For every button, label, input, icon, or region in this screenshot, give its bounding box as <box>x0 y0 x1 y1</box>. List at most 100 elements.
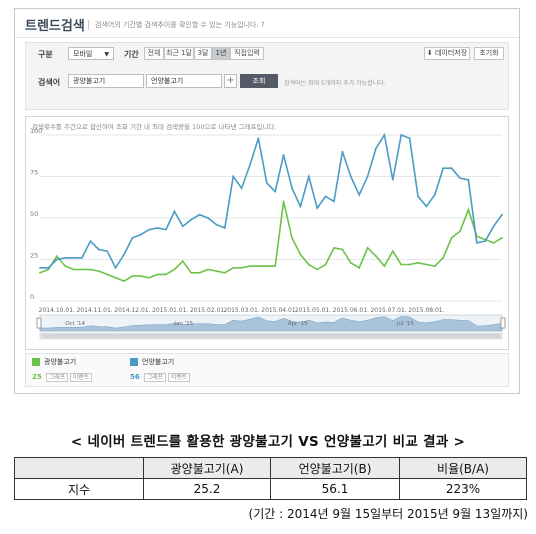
period-note: (기간 : 2014년 9월 15일부터 2015년 9월 13일까지) <box>248 507 528 521</box>
series-point-2 <box>375 147 377 150</box>
series-point-1 <box>265 265 268 268</box>
series-point-1 <box>501 237 503 239</box>
period-option-3month[interactable]: 3달 <box>194 47 212 60</box>
series-point-2 <box>324 195 327 198</box>
save-data-button[interactable]: ⬇ 데이터저장 <box>424 47 470 60</box>
series-point-1 <box>316 268 319 271</box>
series-point-2 <box>475 242 478 244</box>
series-point-2 <box>467 178 470 181</box>
x-tick-label: 2015.05.01. <box>295 307 331 314</box>
series-point-1 <box>240 266 243 269</box>
series-point-2 <box>47 266 50 269</box>
table-row-label: 지수 <box>14 478 144 500</box>
x-tick-label: 2014.10.01. <box>39 307 75 314</box>
title-bar: 트렌드검색 검색어의 기간별 검색추이를 확인할 수 있는 기능입니다. ? <box>15 9 519 38</box>
chart-note: 검색횟수를 주간으로 합산하여 조회 기간 내 최대 검색량을 100으로 나타… <box>32 123 277 131</box>
navigator-label: Jul '15 <box>396 321 414 327</box>
period-label: 기간 <box>124 50 139 59</box>
series-point-2 <box>358 193 361 196</box>
table-cell-b: 56.1 <box>270 478 400 500</box>
legend-name-1: 광양불고기 <box>44 358 77 366</box>
trend-search-panel: 트렌드검색 검색어의 기간별 검색추이를 확인할 수 있는 기능입니다. ? 구… <box>14 8 520 394</box>
series-point-1 <box>97 270 100 273</box>
series-line-1 <box>39 201 503 282</box>
series-point-1 <box>148 276 151 279</box>
series-point-2 <box>383 134 386 136</box>
download-icon: ⬇ <box>426 49 435 57</box>
series-point-1 <box>349 261 352 264</box>
series-point-1 <box>72 268 75 271</box>
add-keyword-button[interactable]: + <box>224 74 237 88</box>
series-point-2 <box>282 154 285 156</box>
search-button[interactable]: 조회 <box>240 74 278 88</box>
series-point-2 <box>114 266 117 269</box>
series-point-1 <box>383 265 386 268</box>
category-select[interactable]: 모바일 ▼ <box>68 47 114 60</box>
series-point-1 <box>257 265 260 268</box>
y-tick-label: 100 <box>30 127 42 135</box>
series-point-1 <box>232 266 235 269</box>
legend-graph-toggle-1[interactable]: 그래프 <box>46 373 68 382</box>
series-point-1 <box>408 263 411 266</box>
period-option-custom[interactable]: 직접입력 <box>230 47 264 60</box>
filter-panel: 구분 모바일 ▼ 기간 전체 최근 1달 3달 1년 직접입력 ⬇ 데이터저장 … <box>25 42 509 110</box>
table-cell-a: 25.2 <box>143 478 271 500</box>
series-point-2 <box>39 266 41 269</box>
series-point-1 <box>190 271 193 274</box>
keyword-input-2[interactable]: 언양불고기 <box>146 74 222 88</box>
series-point-2 <box>400 134 403 136</box>
series-point-2 <box>291 187 293 190</box>
series-point-2 <box>341 150 344 153</box>
trend-line-chart: 0 25 50 75 100 2014.10.01. 2014.11.01. 2014.12.… <box>30 127 506 340</box>
navigator-area <box>39 316 503 332</box>
table-row: 지수 25.2 56.1 223% <box>14 478 527 500</box>
legend-graph-toggle-2[interactable]: 그래프 <box>144 373 166 382</box>
comparison-table: 광양불고기(A) 언양불고기(B) 비율(B/A) 지수 25.2 56.1 2… <box>14 457 527 500</box>
series-point-1 <box>215 270 218 273</box>
series-point-2 <box>425 205 428 208</box>
save-data-label: 데이터저장 <box>434 49 468 57</box>
keyword-label: 검색어 <box>38 78 61 87</box>
legend-event-toggle-1[interactable]: 이벤트 <box>70 373 92 382</box>
legend-event-toggle-2[interactable]: 이벤트 <box>168 373 190 382</box>
category-select-value: 모바일 <box>73 50 93 58</box>
legend-value-2: 56 <box>130 373 140 381</box>
series-point-1 <box>459 230 461 233</box>
reset-button[interactable]: 초기화 <box>474 47 504 60</box>
series-point-2 <box>131 237 134 239</box>
series-point-1 <box>333 246 335 249</box>
series-point-1 <box>282 200 285 203</box>
series-point-2 <box>450 167 453 170</box>
series-point-1 <box>341 248 344 251</box>
table-header-row: 광양불고기(A) 언양불고기(B) 비율(B/A) <box>14 457 527 479</box>
period-option-all[interactable]: 전체 <box>144 47 164 60</box>
period-option-1year[interactable]: 1년 <box>212 47 230 60</box>
table-header-empty <box>14 457 144 479</box>
keyword-input-1[interactable]: 광양불고기 <box>68 74 144 88</box>
series-point-1 <box>139 275 142 277</box>
navigator-label: Jan '15 <box>173 321 193 327</box>
series-point-2 <box>257 137 260 140</box>
trend-chart-area: 검색횟수를 주간으로 합산하여 조회 기간 내 최대 검색량을 100으로 나타… <box>25 116 509 350</box>
series-point-2 <box>64 256 67 259</box>
series-point-1 <box>375 255 377 258</box>
series-point-2 <box>72 256 75 259</box>
period-option-1month[interactable]: 최근 1달 <box>164 47 194 60</box>
series-point-2 <box>156 227 159 229</box>
table-header-b: 언양불고기(B) <box>270 457 400 479</box>
series-point-1 <box>307 263 310 266</box>
series-point-1 <box>123 280 125 282</box>
series-point-2 <box>139 233 142 236</box>
category-label: 구분 <box>38 50 53 59</box>
y-tick-label: 25 <box>30 252 38 260</box>
series-point-1 <box>467 208 470 211</box>
x-tick-label: 2015.02.01. <box>190 307 226 314</box>
series-point-1 <box>89 268 92 271</box>
series-point-2 <box>274 190 277 193</box>
series-point-2 <box>81 256 83 259</box>
y-tick-label: 50 <box>30 210 38 218</box>
series-point-1 <box>223 271 226 274</box>
legend-swatch-1 <box>32 358 40 366</box>
series-point-1 <box>299 253 302 256</box>
series-point-1 <box>173 268 176 271</box>
